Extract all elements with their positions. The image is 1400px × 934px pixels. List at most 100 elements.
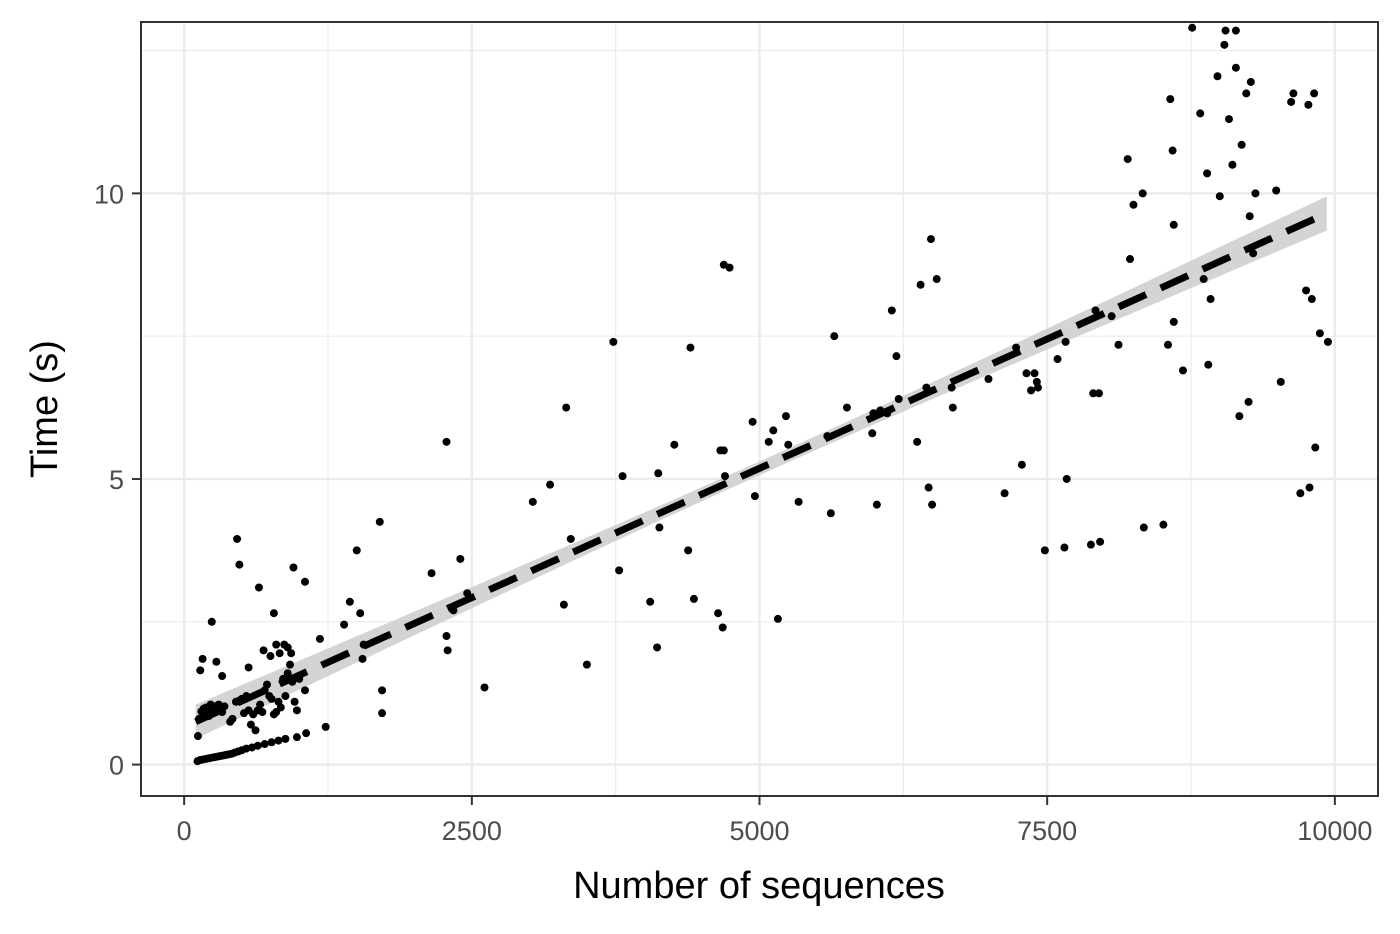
data-point	[233, 534, 242, 543]
data-point	[609, 337, 618, 346]
data-point	[1220, 40, 1229, 49]
data-point	[300, 577, 309, 586]
data-point	[1231, 26, 1240, 35]
data-point	[684, 546, 693, 555]
data-point	[615, 566, 624, 575]
data-point	[1107, 312, 1116, 321]
data-point	[1224, 115, 1233, 124]
data-point	[246, 720, 255, 729]
data-point	[872, 500, 881, 509]
data-point	[1061, 337, 1070, 346]
data-point	[928, 500, 937, 509]
data-point	[916, 280, 925, 289]
data-point	[480, 683, 489, 692]
data-point	[1196, 109, 1205, 118]
data-point	[1091, 306, 1100, 315]
data-point	[769, 426, 778, 435]
data-point	[546, 480, 555, 489]
data-point	[892, 352, 901, 361]
data-point	[1215, 192, 1224, 201]
data-point	[218, 672, 227, 681]
data-point	[198, 654, 207, 663]
data-point	[1086, 540, 1095, 549]
data-point	[1178, 366, 1187, 375]
data-point	[528, 497, 537, 506]
data-point	[274, 736, 283, 745]
data-point	[566, 534, 575, 543]
data-point	[984, 375, 993, 384]
data-point	[1114, 340, 1123, 349]
data-point	[259, 646, 268, 655]
data-point	[1062, 474, 1071, 483]
data-point	[764, 437, 773, 446]
data-point	[287, 649, 296, 658]
y-axis-title: Time (s)	[24, 340, 66, 478]
data-point	[275, 649, 284, 658]
data-point	[1244, 397, 1253, 406]
data-point	[618, 472, 627, 481]
data-point	[689, 594, 698, 603]
data-point	[1027, 386, 1036, 395]
data-point	[251, 726, 260, 735]
data-point	[1017, 460, 1026, 469]
data-point	[207, 617, 216, 626]
data-point	[272, 640, 281, 649]
data-point	[1242, 89, 1251, 98]
data-point	[653, 643, 662, 652]
data-point	[1060, 543, 1069, 552]
x-tick-label: 5000	[729, 816, 789, 846]
data-point	[1307, 295, 1316, 304]
data-point	[1272, 186, 1281, 195]
major-gridlines	[141, 22, 1378, 796]
data-point	[1030, 369, 1039, 378]
data-point	[1235, 412, 1244, 421]
data-point	[263, 680, 272, 689]
data-point	[924, 483, 933, 492]
data-point	[253, 741, 262, 750]
data-point	[244, 663, 253, 672]
y-tick-label: 0	[109, 751, 124, 781]
data-point	[378, 686, 387, 695]
data-point	[1246, 77, 1255, 86]
data-point	[1033, 383, 1042, 392]
data-point	[926, 235, 935, 244]
data-point	[781, 412, 790, 421]
data-point	[720, 472, 729, 481]
y-tick-label: 5	[109, 465, 124, 495]
data-point	[269, 609, 278, 618]
data-point	[784, 440, 793, 449]
data-point	[1159, 520, 1168, 529]
data-point	[1168, 146, 1177, 155]
data-point	[794, 497, 803, 506]
data-point	[1245, 212, 1254, 221]
data-point	[292, 706, 301, 715]
data-point	[235, 560, 244, 569]
data-point	[290, 697, 299, 706]
data-point	[321, 722, 330, 731]
data-point	[1221, 26, 1230, 35]
data-point	[352, 546, 361, 555]
data-point	[266, 652, 275, 661]
data-point	[718, 623, 727, 632]
data-point	[1276, 377, 1285, 386]
data-point	[193, 732, 202, 741]
data-point	[267, 738, 276, 747]
data-point	[196, 666, 205, 675]
x-axis-title: Number of sequences	[573, 865, 945, 907]
data-point	[582, 660, 591, 669]
data-point	[1188, 23, 1197, 32]
data-point	[842, 403, 851, 412]
data-point	[655, 523, 664, 532]
data-point	[276, 703, 285, 712]
data-point	[1296, 489, 1305, 498]
data-point	[773, 614, 782, 623]
data-point	[340, 620, 349, 629]
data-point	[894, 395, 903, 404]
data-point	[1089, 389, 1098, 398]
data-point	[1129, 200, 1138, 209]
x-tick-label: 0	[177, 816, 192, 846]
data-point	[358, 654, 367, 663]
data-point	[356, 609, 365, 618]
data-point	[302, 729, 311, 738]
data-point	[1139, 523, 1148, 532]
